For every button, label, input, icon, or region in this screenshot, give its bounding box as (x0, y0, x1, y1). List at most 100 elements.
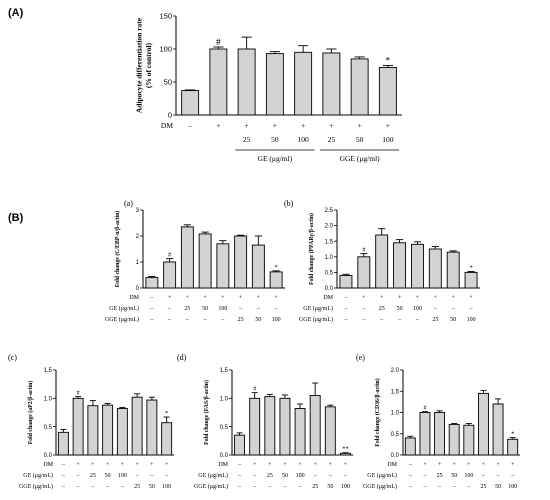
panel-a-big-label: (A) (8, 7, 24, 19)
chart-A-bar (350, 58, 369, 116)
chart-e-row-cell: – (452, 484, 457, 490)
chart-c-row-cell: – (61, 473, 66, 479)
chart-c-row-cell: 25 (134, 484, 140, 490)
chart-a-significance-mark: # (168, 252, 172, 259)
chart-a-row-cell: 100 (272, 317, 281, 323)
chart-d-y-tick-label: 1.5 (220, 368, 229, 374)
chart-c-row-cell: – (90, 484, 95, 490)
chart-b-row-cell: – (397, 317, 402, 323)
chart-a-y-tick-label: 0 (136, 286, 140, 292)
chart-d-significance-mark: # (253, 386, 257, 393)
chart-e-row-cell: + (511, 462, 515, 468)
chart-c-bar (102, 404, 114, 456)
chart-d-row-cell: + (329, 462, 333, 468)
chart-d-row-label: GGE (μg/mL) (194, 483, 228, 490)
chart-A-bar (181, 90, 200, 116)
chart-c-row-cell: – (149, 473, 154, 479)
chart-d-row-label: GE (μg/mL) (198, 472, 228, 479)
chart-A-y-tick-label: 100 (159, 45, 172, 54)
chart-e-row-cell: 25 (437, 473, 443, 479)
chart-c-row-cell: + (91, 462, 95, 468)
chart-d-row-cell: – (237, 462, 242, 468)
chart-b-panel-label: (b) (284, 199, 294, 208)
chart-a-row-cell: – (149, 295, 154, 301)
chart-e-row-cell: + (423, 462, 427, 468)
chart-b-row-cell: + (451, 295, 455, 301)
chart-e-row-cell: + (452, 462, 456, 468)
chart-c-y-tick-label: 1.5 (44, 368, 53, 374)
chart-a-row-cell: + (239, 295, 243, 301)
chart-c-bar (116, 408, 128, 456)
chart-d-row-cell: – (252, 484, 257, 490)
chart-c-y-tick-label: 1.0 (44, 396, 53, 402)
chart-d-y-axis-title: Fold change (FAS/β-actin) (203, 380, 210, 445)
chart-b-y-tick-label: 0.0 (325, 286, 334, 292)
chart-A-dose-cell: 100 (382, 135, 394, 144)
chart-b-row-cell: 100 (467, 317, 476, 323)
chart-A-dose-cell: 25 (328, 135, 336, 144)
chart-e-row-label: DM (387, 462, 397, 468)
chart-c-row-cell: 25 (90, 473, 96, 479)
chart-a-bar (234, 235, 248, 289)
chart-c-row-label: DM (43, 462, 53, 468)
chart-c-significance-mark: # (77, 390, 81, 397)
chart-d-panel-label: (d) (177, 353, 187, 362)
chart-b-bar (339, 275, 353, 289)
chart-c-panel-label: (c) (8, 353, 17, 362)
chart-a-bar (216, 243, 230, 289)
chart-e-y-tick-label: 2.0 (391, 368, 400, 374)
chart-e-row-cell: – (510, 473, 515, 479)
chart-e-row-cell: 100 (508, 484, 517, 490)
chart-a-row-cell: + (257, 295, 261, 301)
chart-c-bar (57, 431, 69, 456)
chart-a-row-cell: 100 (218, 306, 227, 312)
chart-c-row-cell: + (106, 462, 110, 468)
chart-A-bar (237, 48, 256, 116)
chart-b-y-tick-label: 0.5 (325, 271, 334, 277)
chart-e-row-cell: – (437, 484, 442, 490)
chart-b-row-cell: 50 (450, 317, 456, 323)
chart-b-significance-mark: # (362, 247, 366, 254)
chart-d-y-tick-label: 1.0 (220, 396, 229, 402)
chart-b-row-cell: 25 (432, 317, 438, 323)
chart-c-y-tick-label: 0.5 (44, 425, 53, 431)
chart-c-row-cell: – (76, 484, 81, 490)
chart-c-row-cell: + (135, 462, 139, 468)
chart-d-row-cell: 25 (312, 484, 318, 490)
chart-c-bar (146, 399, 158, 456)
chart-e-bar (448, 423, 460, 456)
chart-A-row-cell: + (273, 121, 277, 130)
chart-c-bar (72, 397, 84, 456)
chart-b-row-cell: – (361, 306, 366, 312)
chart-a-row-cell: 50 (255, 317, 261, 323)
chart-d-row-cell: + (344, 462, 348, 468)
chart-b-row-label: GE (μg/mL) (303, 305, 333, 312)
chart-A-y-tick-label: 0 (168, 111, 172, 120)
chart-b-row-cell: – (433, 306, 438, 312)
chart-c-y-axis-title: Fold change (aP2/β-actin) (27, 381, 34, 445)
chart-a-row-cell: – (238, 306, 243, 312)
chart-a-row-cell: – (203, 317, 208, 323)
chart-b-row-label: GGE (μg/mL) (299, 316, 333, 323)
chart-d-bar (234, 434, 246, 456)
chart-b-bar (428, 248, 442, 289)
chart-e-row-label: GE (μg/mL) (367, 472, 397, 479)
chart-d-row-cell: 25 (267, 473, 273, 479)
chart-c-bar (131, 396, 143, 456)
chart-c-row-cell: – (120, 484, 125, 490)
chart-e-row-cell: – (408, 484, 413, 490)
chart-a-row-cell: 25 (238, 317, 244, 323)
chart-e-row-cell: – (481, 473, 486, 479)
chart-e-y-tick-label: 0.5 (391, 432, 400, 438)
chart-b-bar (410, 243, 424, 289)
chart-c-row-cell: 50 (105, 473, 111, 479)
chart-b-bar (446, 251, 460, 289)
chart-e-panel-label: (e) (356, 353, 365, 362)
chart-a-bar (251, 244, 265, 289)
chart-A-row-cell: + (329, 121, 333, 130)
chart-b-row-cell: – (451, 306, 456, 312)
chart-a-row-label: GGE (μg/mL) (105, 316, 139, 323)
chart-b-row-cell: 25 (379, 306, 385, 312)
chart-c-row-cell: + (165, 462, 169, 468)
